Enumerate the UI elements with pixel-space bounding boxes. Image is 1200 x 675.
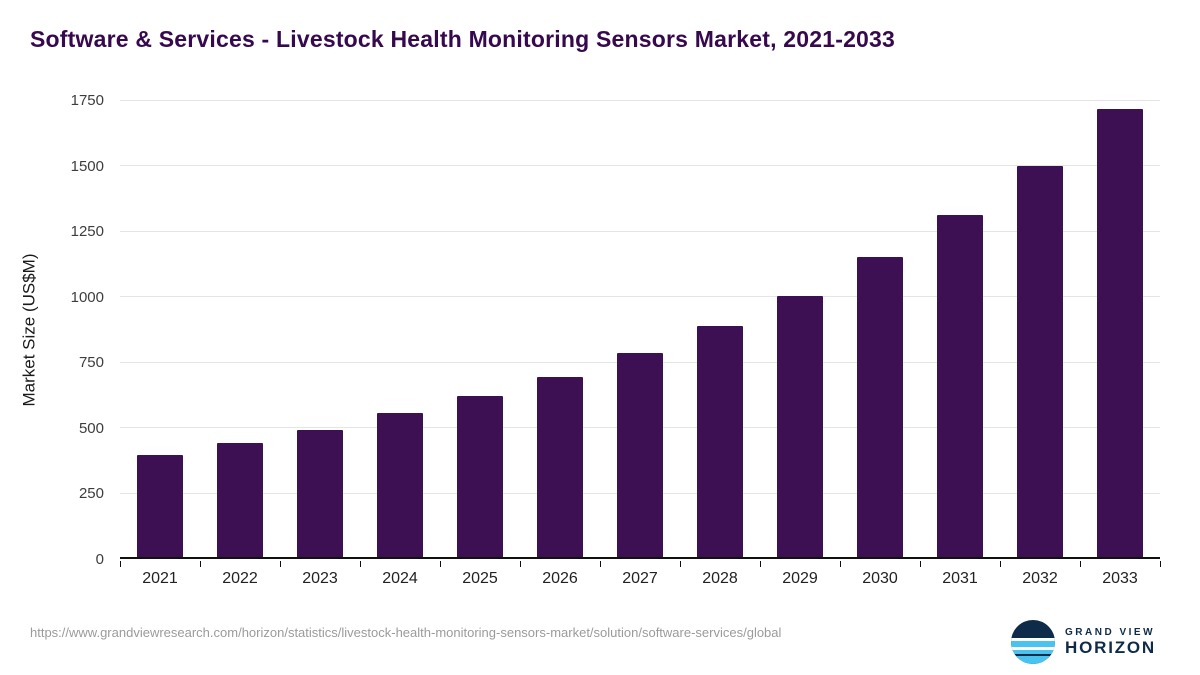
x-axis-tick bbox=[280, 561, 281, 567]
x-tick-label-2027: 2027 bbox=[622, 570, 658, 587]
x-tick-label-2032: 2032 bbox=[1022, 570, 1058, 587]
x-tick-label-2031: 2031 bbox=[942, 570, 978, 587]
y-tick-label-1750: 1750 bbox=[70, 92, 104, 109]
x-axis-tick bbox=[920, 561, 921, 567]
x-axis-tick bbox=[600, 561, 601, 567]
y-tick-label-0: 0 bbox=[95, 551, 104, 568]
gridline-1250 bbox=[120, 230, 1160, 232]
x-tick-label-2033: 2033 bbox=[1102, 570, 1138, 587]
logo-text-horizon: HORIZON bbox=[1065, 637, 1156, 657]
y-tick-label-250: 250 bbox=[78, 485, 104, 503]
x-axis-tick bbox=[1160, 561, 1161, 567]
x-tick-label-2021: 2021 bbox=[142, 570, 178, 587]
x-tick-label-2022: 2022 bbox=[222, 570, 258, 587]
bar-2033 bbox=[1097, 108, 1143, 557]
bar-2022 bbox=[217, 442, 263, 557]
x-axis-tick bbox=[1080, 561, 1081, 567]
x-tick-label-2023: 2023 bbox=[302, 570, 338, 587]
y-tick-label-500: 500 bbox=[78, 419, 104, 437]
x-tick-label-2030: 2030 bbox=[862, 570, 898, 587]
x-axis-tick bbox=[760, 561, 761, 567]
y-tick-label-1000: 1000 bbox=[70, 288, 104, 306]
bar-2023 bbox=[297, 429, 343, 557]
x-tick-label-2024: 2024 bbox=[382, 570, 418, 587]
y-axis-label: Market Size (US$M) bbox=[20, 252, 39, 407]
bar-2028 bbox=[697, 326, 743, 557]
bar-2030 bbox=[857, 257, 903, 557]
x-axis-tick bbox=[200, 561, 201, 567]
x-axis-tick bbox=[120, 561, 121, 567]
y-tick-label-750: 750 bbox=[78, 354, 104, 372]
x-axis-tick bbox=[440, 561, 441, 567]
bar-2024 bbox=[377, 412, 423, 557]
y-tick-label-1500: 1500 bbox=[70, 157, 104, 175]
x-tick-label-2025: 2025 bbox=[462, 570, 498, 587]
horizon-logo-icon bbox=[1011, 620, 1056, 664]
y-tick-labels: 0 250 500 750 1000 1250 1500 1750 bbox=[40, 92, 112, 568]
x-tick-label-2026: 2026 bbox=[542, 570, 578, 587]
logo-text-grand-view: GRAND VIEW bbox=[1065, 626, 1156, 638]
x-axis-tick bbox=[360, 561, 361, 567]
x-axis-tick bbox=[680, 561, 681, 567]
plot-area bbox=[120, 99, 1160, 559]
x-tick-label-2029: 2029 bbox=[782, 570, 818, 587]
chart-title: Software & Services - Livestock Health M… bbox=[30, 26, 896, 52]
x-axis-tick bbox=[520, 561, 521, 567]
grand-view-horizon-logo: GRAND VIEW HORIZON bbox=[1011, 620, 1156, 664]
gridline-1000 bbox=[120, 296, 1160, 298]
source-url: https://www.grandviewresearch.com/horizo… bbox=[30, 625, 782, 640]
x-axis-labels: 2021 2022 2023 2024 2025 2026 2027 2028 2029 2030… bbox=[120, 570, 1160, 592]
bar-2027 bbox=[617, 353, 663, 557]
gridline-1500 bbox=[120, 165, 1160, 167]
x-axis-ticks bbox=[120, 561, 1161, 568]
y-tick-label-1250: 1250 bbox=[70, 223, 104, 241]
bar-2029 bbox=[777, 296, 823, 557]
gridline-1750 bbox=[120, 99, 1160, 101]
x-tick-label-2028: 2028 bbox=[702, 570, 738, 587]
bar-2031 bbox=[937, 214, 983, 557]
bar-2021 bbox=[137, 454, 183, 557]
logo-text: GRAND VIEW HORIZON bbox=[1065, 627, 1156, 658]
x-axis-tick bbox=[840, 561, 841, 567]
x-axis-tick bbox=[1000, 561, 1001, 567]
bar-2026 bbox=[537, 376, 583, 557]
bar-2025 bbox=[457, 396, 503, 557]
bar-2032 bbox=[1017, 166, 1063, 557]
